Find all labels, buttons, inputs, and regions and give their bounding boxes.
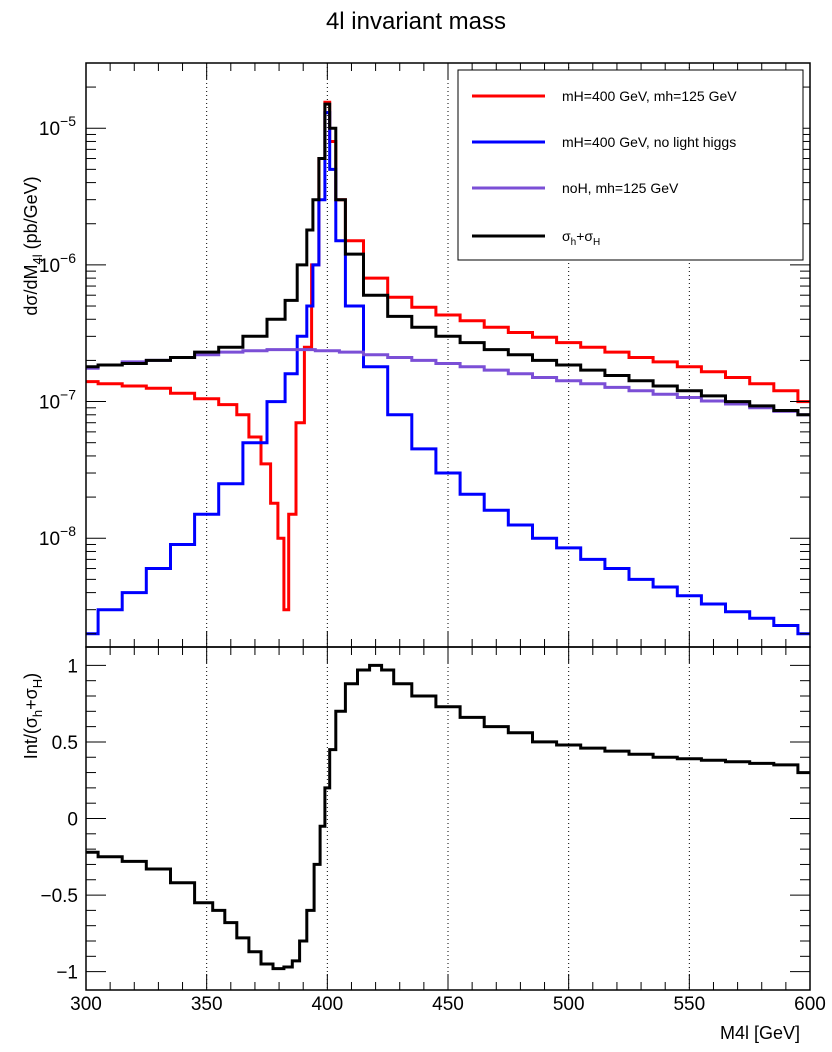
legend-box	[457, 69, 804, 261]
y-tick-label: 10−5	[39, 113, 76, 140]
x-tick-label: 600	[794, 994, 826, 1015]
legend-label: noH, mh=125 GeV	[562, 180, 679, 196]
chart-title: 4l invariant mass	[325, 8, 507, 35]
x-tick-label: 450	[432, 994, 464, 1015]
y-tick-label: 0.5	[52, 733, 78, 754]
x-axis-label: M4l [GeV]	[720, 1023, 800, 1043]
y-tick-label: 10−6	[39, 250, 76, 277]
series-line	[86, 663, 810, 971]
y-tick-label: 0	[67, 810, 78, 831]
y-tick-label: −1	[56, 963, 78, 984]
x-tick-label: 300	[70, 994, 102, 1015]
y-tick-label: 10−8	[39, 523, 76, 550]
y-tick-label: 1	[67, 656, 78, 677]
top-y-tick-labels: 10−8 10−7 10−6 10−5	[39, 113, 76, 550]
legend-label: mH=400 GeV, mh=125 GeV	[562, 88, 737, 104]
x-tick-labels: 300 350 400 450 500 550 600	[70, 994, 826, 1015]
x-tick-label: 550	[673, 994, 705, 1015]
series-line	[86, 111, 810, 636]
legend: mH=400 GeV, mh=125 GeV mH=400 GeV, no lig…	[457, 69, 804, 261]
axis-ticks	[85, 63, 811, 990]
bottom-y-tick-labels: 1 0.5 0 −0.5 −1	[40, 656, 78, 983]
bottom-plot-frame	[85, 646, 811, 991]
bottom-y-axis-label: Int/(σh+σH)	[21, 673, 45, 759]
top-y-axis-label: dσ/dM4l (pb/GeV)	[21, 176, 45, 315]
x-tick-label: 400	[311, 994, 343, 1015]
series-line	[86, 102, 810, 417]
bottom-series-group	[86, 663, 810, 971]
y-tick-label: 10−7	[39, 387, 76, 414]
legend-label: mH=400 GeV, no light higgs	[562, 134, 736, 150]
y-tick-label: −0.5	[40, 886, 78, 907]
legend-label: σh+σH	[562, 228, 600, 248]
x-tick-label: 500	[553, 994, 585, 1015]
x-tick-label: 350	[191, 994, 223, 1015]
bottom-grid	[206, 647, 690, 990]
top-series-group	[86, 100, 810, 636]
